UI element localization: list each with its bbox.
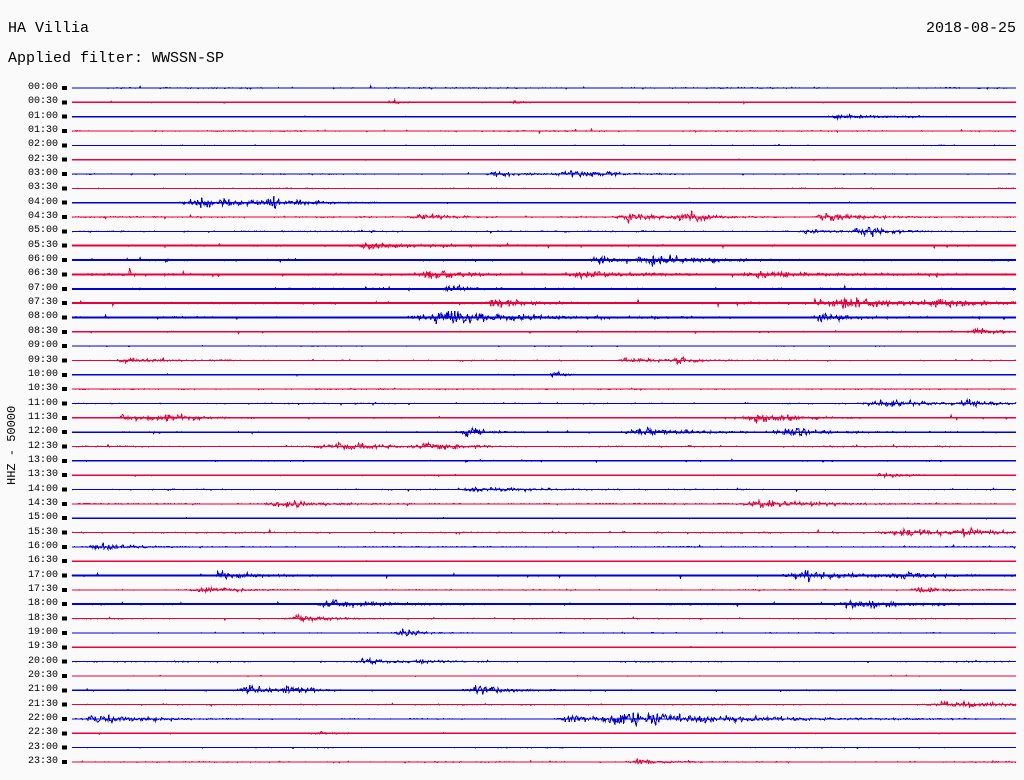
time-tick bbox=[62, 200, 67, 205]
time-tick bbox=[62, 344, 67, 349]
time-tick bbox=[62, 387, 67, 392]
time-tick bbox=[62, 172, 67, 177]
time-tick bbox=[62, 229, 67, 234]
time-tick bbox=[62, 215, 67, 220]
time-tick bbox=[62, 186, 67, 191]
date-label: 2018-08-25 bbox=[925, 20, 1016, 37]
time-tick bbox=[62, 630, 67, 635]
time-tick bbox=[62, 329, 67, 334]
time-tick bbox=[62, 473, 67, 478]
time-tick bbox=[62, 315, 67, 320]
time-tick bbox=[62, 716, 67, 721]
time-tick bbox=[62, 487, 67, 492]
time-tick bbox=[62, 530, 67, 535]
time-tick bbox=[62, 401, 67, 406]
time-tick bbox=[62, 544, 67, 549]
time-tick bbox=[62, 745, 67, 750]
time-tick bbox=[62, 587, 67, 592]
time-tick bbox=[62, 559, 67, 564]
time-tick bbox=[62, 286, 67, 291]
time-tick bbox=[62, 258, 67, 263]
time-tick bbox=[62, 358, 67, 363]
seismic-trace bbox=[71, 97, 1017, 105]
time-tick bbox=[62, 602, 67, 607]
time-tick bbox=[62, 673, 67, 678]
time-tick bbox=[62, 573, 67, 578]
time-tick bbox=[62, 301, 67, 306]
time-tick bbox=[62, 100, 67, 105]
seismic-trace bbox=[71, 397, 1017, 409]
time-tick bbox=[62, 114, 67, 119]
time-tick bbox=[62, 86, 67, 90]
time-tick bbox=[62, 702, 67, 707]
seismic-trace bbox=[71, 268, 1017, 281]
applied-filter-label: Applied filter: WWSSN-SP bbox=[8, 50, 225, 67]
time-tick bbox=[62, 759, 67, 764]
time-tick bbox=[62, 143, 67, 148]
time-tick bbox=[62, 444, 67, 449]
seismic-trace bbox=[71, 700, 1017, 709]
time-tick bbox=[62, 616, 67, 621]
time-tick bbox=[62, 272, 67, 277]
time-tick bbox=[62, 501, 67, 506]
seismic-trace bbox=[71, 327, 1017, 335]
time-tick bbox=[62, 430, 67, 435]
time-tick bbox=[62, 372, 67, 377]
time-tick bbox=[62, 458, 67, 463]
time-tick bbox=[62, 731, 67, 736]
seismic-trace bbox=[71, 412, 1017, 424]
time-tick bbox=[62, 516, 67, 521]
time-tick bbox=[62, 659, 67, 664]
time-tick bbox=[62, 129, 67, 134]
seismic-trace bbox=[71, 628, 1017, 637]
seismic-trace bbox=[71, 542, 1017, 552]
time-tick bbox=[62, 157, 67, 162]
seismic-trace bbox=[71, 613, 1017, 623]
seismic-trace bbox=[71, 758, 1017, 765]
time-tick bbox=[62, 415, 67, 420]
time-tick bbox=[62, 645, 67, 650]
time-tick bbox=[62, 243, 67, 248]
page-title: HA Villia bbox=[8, 20, 90, 37]
time-tick bbox=[62, 688, 67, 693]
